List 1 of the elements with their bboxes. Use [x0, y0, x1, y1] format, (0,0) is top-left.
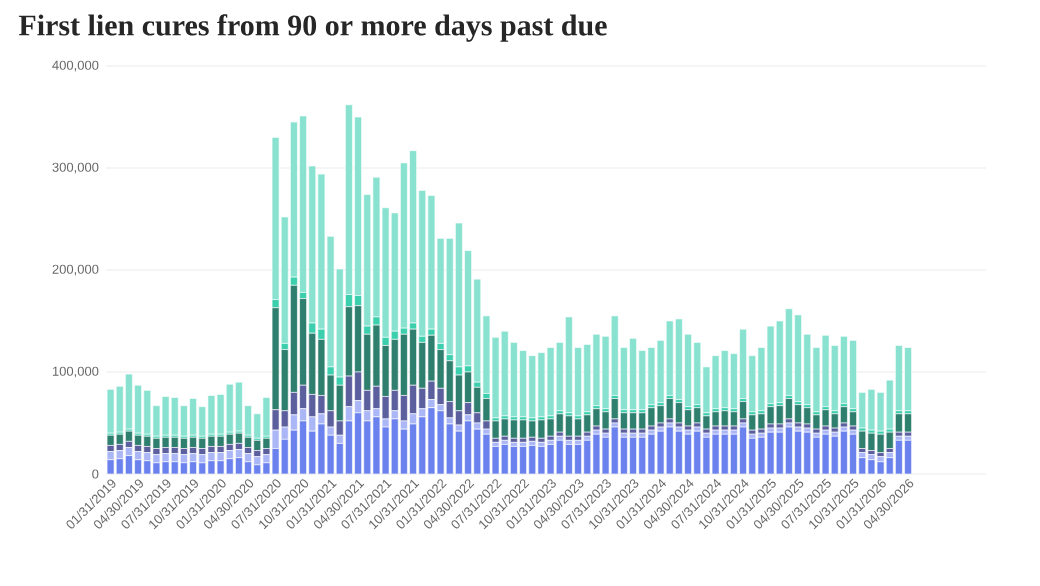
chart-title: First lien cures from 90 or more days past due: [18, 14, 607, 42]
